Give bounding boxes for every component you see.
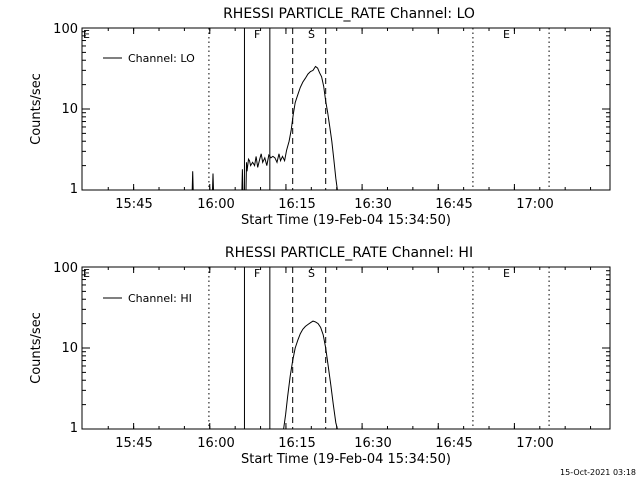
marker-label: E — [83, 267, 90, 280]
y-tick-label: 10 — [61, 102, 78, 117]
marker-label: E — [83, 28, 90, 41]
series-group — [191, 65, 338, 191]
footer-timestamp: 15-Oct-2021 03:18 — [560, 468, 636, 477]
marker-label: F — [254, 28, 260, 41]
x-tick-label: 17:00 — [516, 436, 553, 451]
x-tick-label: 16:00 — [197, 436, 234, 451]
chart-title: RHESSI PARTICLE_RATE Channel: HI — [225, 245, 473, 261]
x-tick-label: 15:45 — [115, 197, 152, 212]
legend: Channel: HI — [103, 292, 192, 305]
chart-panel-lo: RHESSI PARTICLE_RATE Channel: LO 100 10 … — [29, 6, 611, 228]
series-line — [191, 65, 338, 191]
x-tick-label: 16:45 — [435, 197, 472, 212]
chart-title: RHESSI PARTICLE_RATE Channel: LO — [223, 6, 475, 22]
x-tick-label: 15:45 — [115, 436, 152, 451]
x-tick-label: 16:15 — [278, 197, 315, 212]
series-group — [283, 320, 338, 430]
y-tick-label: 1 — [70, 421, 78, 436]
x-axis-label: Start Time (19-Feb-04 15:34:50) — [241, 213, 451, 228]
y-tick-labels: 100 10 1 — [53, 261, 78, 436]
x-tick-label: 16:15 — [278, 436, 315, 451]
y-tick-label: 100 — [53, 22, 78, 37]
y-tick-label: 10 — [61, 341, 78, 356]
x-axis-label: Start Time (19-Feb-04 15:34:50) — [241, 452, 451, 467]
marker-label: S — [308, 28, 315, 41]
x-tick-labels: 15:45 16:00 16:15 16:30 16:45 17:00 — [115, 436, 553, 451]
x-tick-label: 16:30 — [354, 436, 391, 451]
marker-labels: E F S E — [83, 28, 510, 41]
x-tick-label: 16:45 — [435, 436, 472, 451]
x-tick-labels: 15:45 16:00 16:15 16:30 16:45 17:00 — [115, 197, 553, 212]
marker-lines — [81, 28, 550, 190]
marker-labels: E F S E — [83, 267, 510, 280]
y-axis-label: Counts/sec — [29, 73, 44, 145]
y-tick-labels: 100 10 1 — [53, 22, 78, 197]
x-tick-label: 17:00 — [516, 197, 553, 212]
x-tick-label: 16:00 — [197, 197, 234, 212]
y-tick-label: 1 — [70, 182, 78, 197]
y-axis-label: Counts/sec — [29, 312, 44, 384]
y-tick-label: 100 — [53, 261, 78, 276]
marker-label: S — [308, 267, 315, 280]
axis-ticks — [82, 27, 610, 191]
axis-ticks — [82, 266, 610, 430]
legend-label: Channel: LO — [128, 52, 195, 65]
legend: Channel: LO — [103, 52, 195, 65]
legend-label: Channel: HI — [128, 292, 192, 305]
x-tick-label: 16:30 — [354, 197, 391, 212]
marker-label: E — [503, 28, 510, 41]
marker-label: E — [503, 267, 510, 280]
marker-label: F — [254, 267, 260, 280]
chart-panel-hi: RHESSI PARTICLE_RATE Channel: HI 100 10 … — [29, 245, 611, 467]
series-line — [283, 320, 338, 430]
